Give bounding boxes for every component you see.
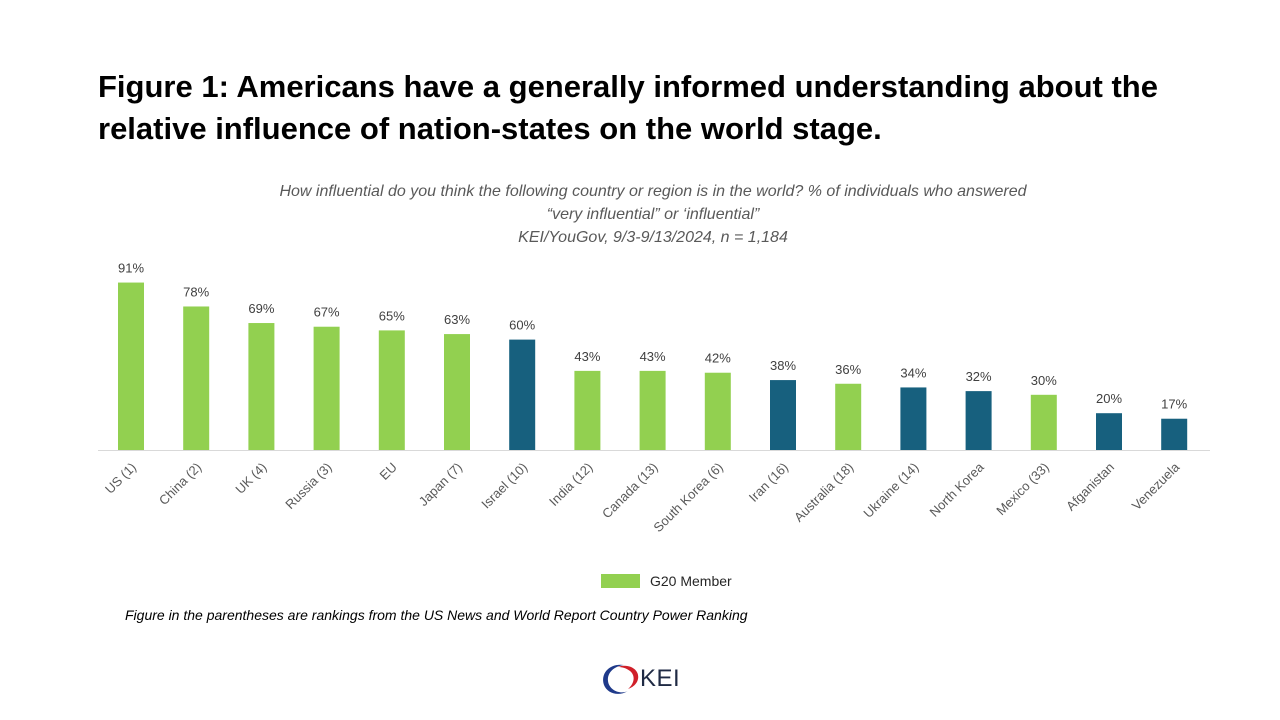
data-label-9: 42%	[705, 351, 731, 366]
bar-15	[1096, 413, 1122, 450]
data-label-15: 20%	[1096, 391, 1122, 406]
x-tick-label-0: US (1)	[102, 460, 139, 497]
kei-logo: KEI	[598, 657, 680, 701]
page-title: Figure 1: Americans have a generally inf…	[98, 69, 1158, 146]
bar-14	[1030, 394, 1057, 450]
logo-text: KEI	[640, 665, 681, 692]
data-label-1: 78%	[183, 284, 209, 299]
data-label-14: 30%	[1031, 373, 1057, 388]
subtitle-line-question: How influential do you think the followi…	[279, 183, 1027, 200]
x-tick-label-13: North Korea	[927, 459, 988, 520]
bar-5	[444, 334, 470, 450]
bar-13	[965, 391, 992, 450]
x-tick-label-11: Australia (18)	[791, 460, 856, 525]
bar-12	[900, 387, 927, 450]
bar-4	[378, 330, 405, 450]
bar-16	[1161, 418, 1188, 450]
bar-3	[313, 326, 340, 450]
x-tick-label-14: Mexico (33)	[993, 460, 1052, 519]
data-label-7: 43%	[574, 349, 600, 364]
bar-0	[118, 282, 144, 450]
data-label-12: 34%	[900, 365, 926, 380]
chart-subtitle: How influential do you think the followi…	[153, 180, 1153, 249]
x-tick-label-4: EU	[377, 460, 400, 483]
bar-11	[835, 383, 862, 450]
bar-6	[509, 339, 536, 450]
bar-2	[248, 323, 275, 450]
x-tick-label-2: UK (4)	[232, 460, 269, 497]
data-label-5: 63%	[444, 312, 470, 327]
x-tick-label-5: Japan (7)	[416, 460, 465, 509]
legend-label-g20: G20 Member	[650, 573, 732, 589]
data-label-2: 69%	[248, 301, 274, 316]
data-label-4: 65%	[379, 308, 405, 323]
data-label-11: 36%	[835, 362, 861, 377]
data-label-13: 32%	[966, 369, 992, 384]
data-label-0: 91%	[118, 261, 144, 276]
kei-logo-icon	[603, 664, 639, 694]
bar-1	[183, 306, 210, 450]
bar-8	[639, 370, 666, 450]
bar-7	[574, 370, 601, 450]
x-tick-label-7: India (12)	[546, 460, 595, 509]
data-label-6: 60%	[509, 318, 535, 333]
x-tick-label-9: South Korea (6)	[650, 460, 726, 536]
data-label-16: 17%	[1161, 397, 1187, 412]
bar-9	[704, 372, 731, 450]
x-tick-label-12: Ukraine (14)	[860, 460, 921, 521]
legend-swatch-g20	[601, 574, 640, 588]
x-tick-label-10: Iran (16)	[746, 460, 791, 505]
x-tick-label-16: Venezuela	[1129, 459, 1183, 513]
chart-legend: G20 Member	[601, 572, 732, 590]
data-label-3: 67%	[314, 305, 340, 320]
subtitle-line-source: KEI/YouGov, 9/3-9/13/2024, n = 1,184	[518, 229, 788, 246]
x-tick-label-6: Israel (10)	[478, 460, 530, 512]
x-tick-label-3: Russia (3)	[282, 460, 335, 513]
x-tick-label-8: Canada (13)	[599, 460, 661, 522]
bar-10	[770, 380, 796, 450]
subtitle-line-answers: “very influential” or ‘influential”	[546, 206, 760, 223]
footnote: Figure in the parentheses are rankings f…	[125, 607, 748, 623]
data-label-8: 43%	[640, 349, 666, 364]
data-label-10: 38%	[770, 358, 796, 373]
x-tick-label-15: Afganistan	[1063, 460, 1117, 514]
x-tick-label-1: China (2)	[156, 460, 204, 508]
